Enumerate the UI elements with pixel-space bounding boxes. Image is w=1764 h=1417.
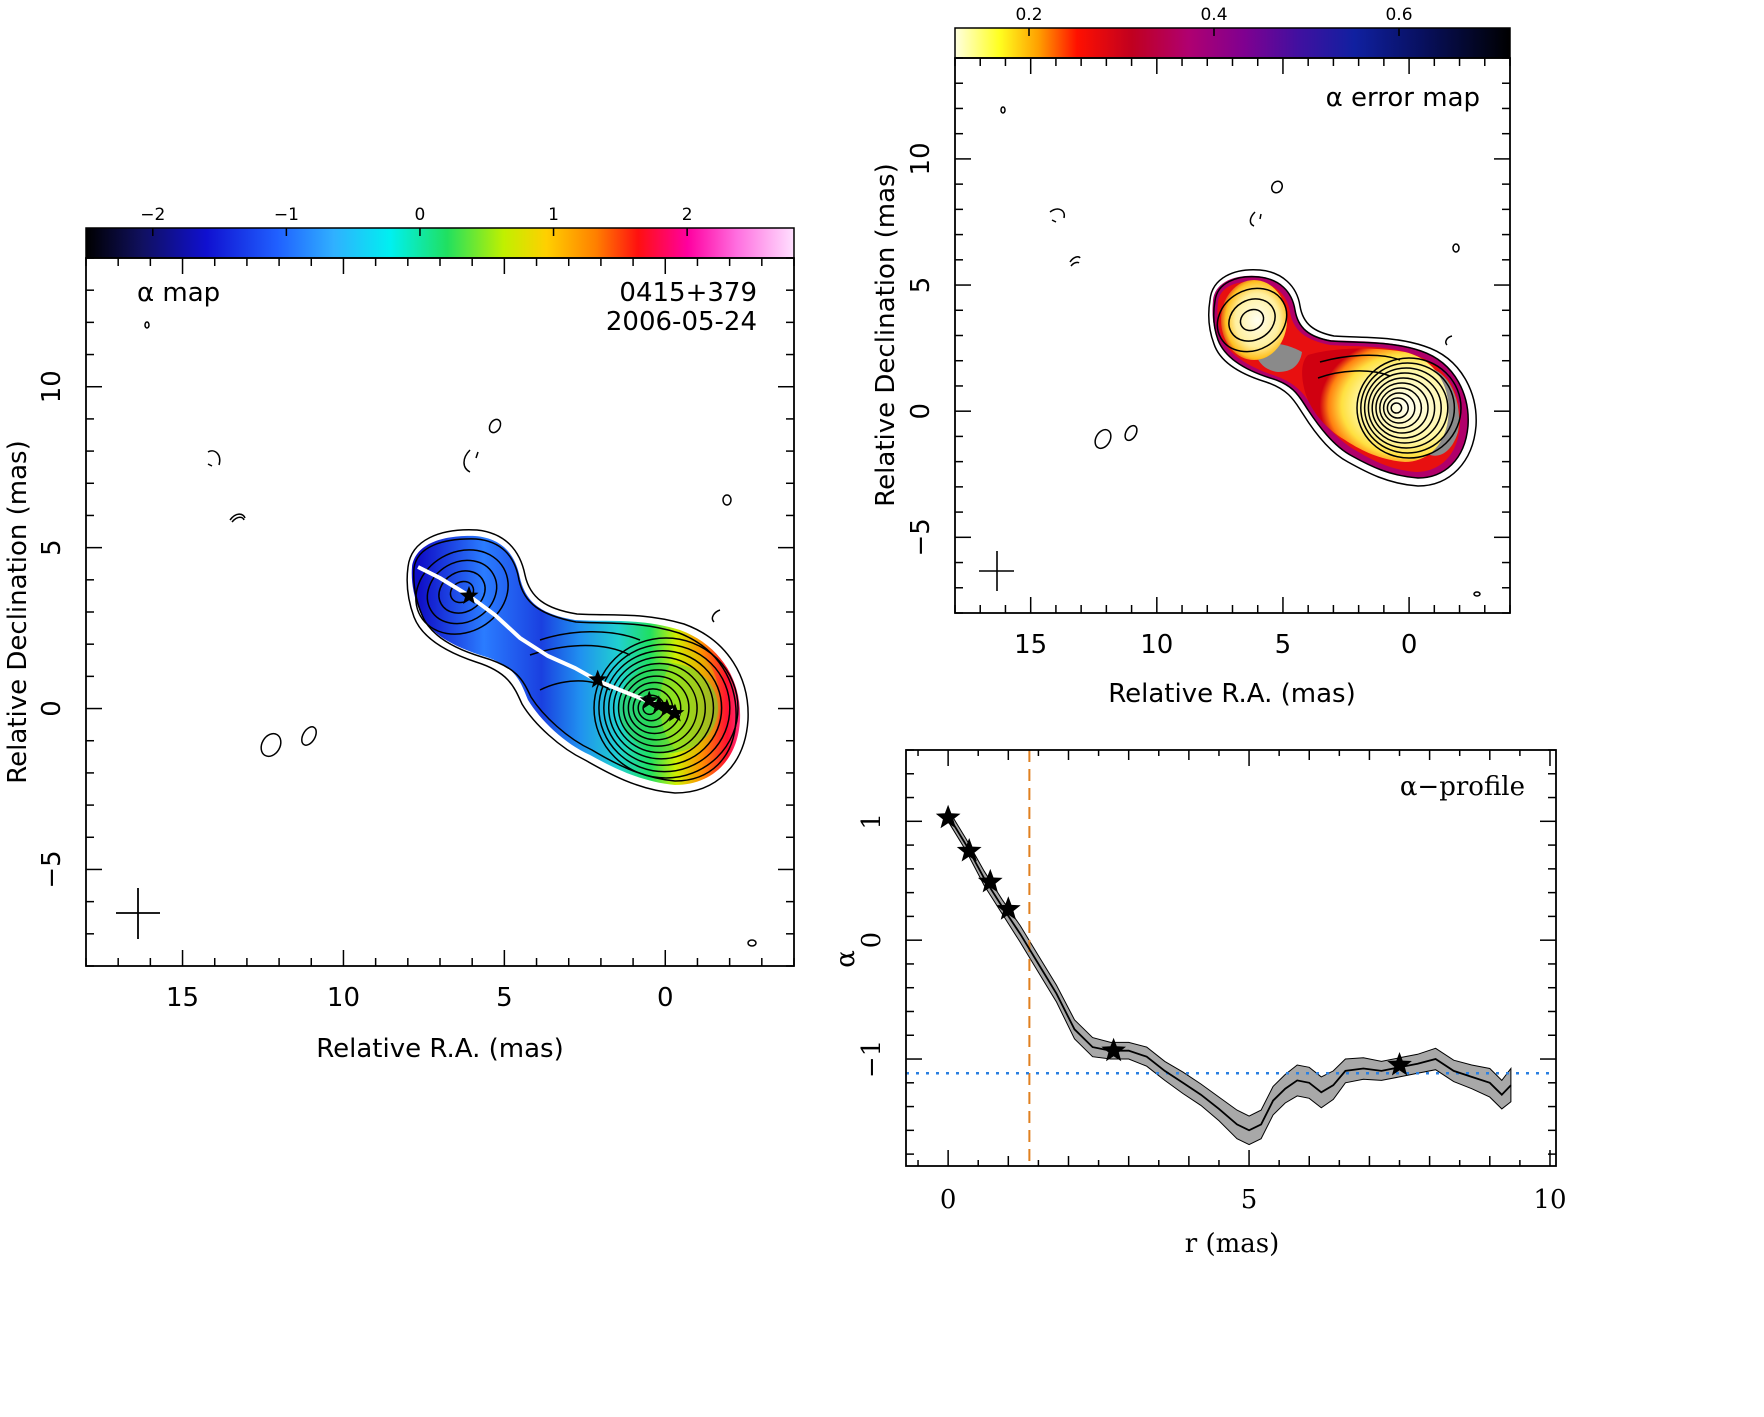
x-tick-label: 0 — [1401, 630, 1418, 660]
y-tick-label: 0 — [906, 403, 936, 420]
y-tick-label: 5 — [906, 277, 936, 294]
profile-star-marker — [996, 896, 1021, 920]
alpha-map-stars — [459, 585, 685, 722]
alpha-profile-xlabel: r (mas) — [1185, 1229, 1279, 1259]
y-tick-label: 5 — [37, 539, 67, 556]
alpha-beam-cross — [116, 888, 160, 939]
alpha-map-source: 0415+379 — [619, 278, 757, 308]
alpha-colorbar — [85, 227, 795, 259]
error-map-image — [1000, 106, 1481, 597]
y-tick-label: −1 — [857, 1040, 887, 1078]
y-tick-label: 10 — [906, 142, 936, 175]
alpha-map-image — [144, 321, 757, 947]
colorbar-tick-label: 1 — [548, 205, 559, 225]
alpha-map-date: 2006-05-24 — [606, 307, 757, 337]
x-tick-label: 0 — [940, 1185, 957, 1215]
error-map-xlabel: Relative R.A. (mas) — [1108, 679, 1355, 709]
colorbar-tick-label: 0.2 — [1015, 5, 1042, 25]
profile-star-marker — [977, 868, 1003, 893]
profile-star-marker — [956, 838, 982, 862]
alpha-profile-line — [947, 814, 1512, 1132]
y-tick-label: −5 — [906, 518, 936, 556]
alpha-map-xlabel: Relative R.A. (mas) — [316, 1034, 563, 1064]
x-tick-label: 0 — [657, 983, 674, 1013]
ridge-star-marker — [665, 703, 685, 722]
error-map-ylabel: Relative Declination (mas) — [871, 163, 901, 506]
alpha-core-yellow — [660, 652, 720, 756]
alpha-error-panel: 0.2 0.4 0.6 15 10 5 0 −5 0 5 10 — [871, 5, 1511, 709]
x-tick-label: 15 — [166, 983, 199, 1013]
error-map-contours — [1208, 269, 1477, 487]
error-map-axes: 15 10 5 0 −5 0 5 10 — [906, 57, 1511, 660]
alpha-profile-title: α−profile — [1400, 772, 1525, 802]
colorbar-tick-label: 0 — [415, 205, 426, 225]
error-colorbar — [954, 27, 1511, 59]
x-tick-label: 5 — [496, 983, 513, 1013]
error-noise-contours — [1000, 106, 1481, 597]
alpha-profile-frame — [905, 749, 1557, 1167]
ridge-star-marker — [588, 669, 608, 688]
error-beam-cross — [979, 551, 1014, 591]
profile-star-marker — [1101, 1037, 1126, 1062]
alpha-profile-ylabel: α — [831, 950, 861, 968]
error-colorbar-ticks: 0.2 0.4 0.6 — [1015, 5, 1413, 36]
profile-star-marker — [1387, 1052, 1412, 1076]
y-tick-label: 0 — [857, 932, 887, 949]
colorbar-tick-label: −1 — [274, 205, 299, 225]
x-tick-label: 10 — [1140, 630, 1173, 660]
error-map-title: α error map — [1326, 83, 1480, 113]
colorbar-tick-label: 2 — [682, 205, 693, 225]
ridge-star-marker — [459, 585, 479, 604]
alpha-colorbar-ticks: −2 −1 0 1 2 — [140, 205, 693, 236]
ridge-star-marker — [657, 698, 677, 717]
alpha-error-band — [947, 807, 1512, 1146]
alpha-map-panel: −2 −1 0 1 2 — [3, 205, 795, 1064]
alpha-map-title: α map — [137, 278, 220, 308]
x-tick-label: 5 — [1241, 1185, 1258, 1215]
y-tick-label: 1 — [857, 813, 887, 830]
y-tick-label: −5 — [37, 850, 67, 888]
alpha-profile-plot — [906, 750, 1556, 1166]
x-tick-label: 10 — [1533, 1185, 1566, 1215]
alpha-profile-panel: 0 5 10 −1 0 1 α−profile r (mas) α — [831, 749, 1567, 1259]
alpha-map-axes: 15 10 5 0 −5 0 5 10 — [37, 257, 795, 1013]
error-blob-yellow — [1221, 280, 1287, 360]
ridge-star-marker — [639, 690, 659, 709]
alpha-profile-axes: 0 5 10 −1 0 1 — [857, 749, 1567, 1215]
colorbar-tick-label: −2 — [140, 205, 165, 225]
ridge-star-marker — [649, 695, 669, 714]
alpha-noise-contours — [144, 321, 757, 947]
colorbar-tick-label: 0.6 — [1385, 5, 1412, 25]
profile-star-marker — [935, 804, 961, 829]
x-tick-label: 15 — [1014, 630, 1047, 660]
x-tick-label: 5 — [1275, 630, 1292, 660]
y-tick-label: 10 — [37, 370, 67, 403]
x-tick-label: 10 — [327, 983, 360, 1013]
colorbar-tick-label: 0.4 — [1200, 5, 1227, 25]
y-tick-label: 0 — [37, 700, 67, 717]
alpha-map-ylabel: Relative Declination (mas) — [3, 440, 33, 783]
